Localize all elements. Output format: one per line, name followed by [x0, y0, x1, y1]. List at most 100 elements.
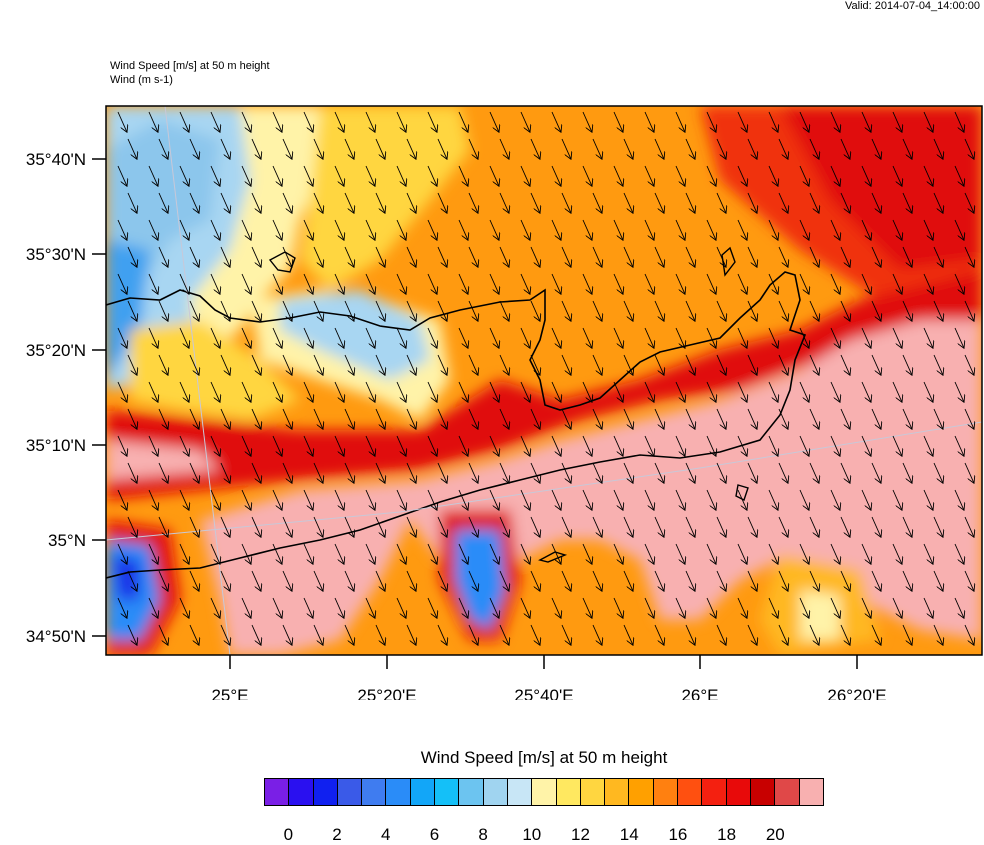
wind-arrow — [241, 273, 251, 294]
wind-arrow — [830, 381, 840, 402]
wind-arrow — [272, 111, 282, 132]
lat-label: 35°20'N — [26, 341, 86, 360]
wind-arrow — [282, 516, 292, 537]
wind-arrow — [737, 219, 747, 240]
wind-arrow — [406, 624, 416, 645]
wind-arrow — [189, 462, 199, 483]
wind-arrow — [737, 111, 747, 132]
wind-arrow — [902, 462, 912, 483]
wind-arrow — [489, 597, 499, 618]
wind-arrow — [737, 327, 747, 348]
wind-arrow — [654, 516, 664, 537]
lat-label: 35°30'N — [26, 245, 86, 264]
wind-arrow — [871, 462, 881, 483]
wind-arrow — [334, 381, 344, 402]
wind-arrow — [437, 138, 447, 159]
wind-arrow — [809, 300, 819, 321]
wind-arrow — [272, 219, 282, 240]
wind-arrow — [117, 381, 127, 402]
colorbar-swatch — [775, 779, 800, 805]
wind-arrow — [778, 354, 788, 375]
wind-arrow — [840, 354, 850, 375]
wind-arrow — [830, 327, 840, 348]
wind-arrow — [964, 570, 974, 591]
wind-arrow — [334, 273, 344, 294]
wind-arrow — [861, 381, 871, 402]
wind-arrow — [685, 192, 695, 213]
wind-arrow — [127, 192, 137, 213]
wind-arrow — [344, 300, 354, 321]
wind-arrow — [251, 408, 261, 429]
wind-arrow — [313, 138, 323, 159]
wind-arrow — [964, 624, 974, 645]
colorbar-tick-label: 16 — [668, 825, 688, 844]
wind-arrow — [551, 543, 561, 564]
wind-arrow — [551, 111, 561, 132]
wind-arrow — [313, 516, 323, 537]
wind-arrow — [468, 624, 478, 645]
lat-label: 35°10'N — [26, 436, 86, 455]
wind-arrow — [892, 597, 902, 618]
wind-arrow — [830, 111, 840, 132]
wind-arrow — [437, 624, 447, 645]
wind-arrow — [830, 219, 840, 240]
wind-arrow — [375, 300, 385, 321]
wind-arrow — [840, 516, 850, 537]
wind-arrow — [437, 462, 447, 483]
wind-arrow — [251, 354, 261, 375]
wind-arrow — [685, 570, 695, 591]
wind-arrow — [644, 165, 654, 186]
wind-arrow — [592, 300, 602, 321]
wind-arrow — [179, 273, 189, 294]
wind-arrow — [468, 570, 478, 591]
wind-arrow — [365, 165, 375, 186]
wind-arrow — [158, 354, 168, 375]
colorbar-swatch — [605, 779, 630, 805]
wind-arrow — [427, 435, 437, 456]
wind-arrow — [737, 597, 747, 618]
wind-arrow — [220, 462, 230, 483]
wind-arrow — [489, 543, 499, 564]
wind-arrow — [830, 597, 840, 618]
wind-arrow — [551, 597, 561, 618]
wind-arrow — [706, 489, 716, 510]
wind-arrow — [148, 381, 158, 402]
wind-arrow — [799, 435, 809, 456]
wind-arrow — [623, 408, 633, 429]
colorbar-swatch — [726, 779, 751, 805]
wind-arrow — [210, 327, 220, 348]
wind-arrow — [964, 462, 974, 483]
wind-arrow — [830, 489, 840, 510]
wind-arrow — [127, 138, 137, 159]
valid-time: Valid: 2014-07-04_14:00:00 — [845, 0, 980, 12]
wind-arrow — [437, 246, 447, 267]
wind-arrow — [117, 273, 127, 294]
wind-arrow — [406, 354, 416, 375]
wind-arrow — [179, 435, 189, 456]
wind-arrow — [148, 543, 158, 564]
wind-arrow — [675, 381, 685, 402]
wind-arrow — [530, 624, 540, 645]
wind-arrow — [520, 219, 530, 240]
wind-arrow — [902, 192, 912, 213]
wind-arrow — [499, 192, 509, 213]
wind-arrow — [778, 408, 788, 429]
wind-arrow — [303, 381, 313, 402]
wind-arrow — [158, 138, 168, 159]
wind-arrow — [530, 570, 540, 591]
wind-arrow — [675, 597, 685, 618]
wind-arrow — [706, 597, 716, 618]
wind-arrow — [117, 165, 127, 186]
wind-arrow — [272, 597, 282, 618]
wind-arrow — [406, 192, 416, 213]
wind-arrow — [768, 381, 778, 402]
wind-arrow — [902, 246, 912, 267]
wind-arrow — [251, 192, 261, 213]
wind-arrow — [396, 219, 406, 240]
wind-arrow — [654, 192, 664, 213]
wind-arrow — [923, 543, 933, 564]
wind-arrow — [623, 624, 633, 645]
wind-arrow — [520, 111, 530, 132]
wind-arrow — [871, 408, 881, 429]
wind-arrow — [189, 300, 199, 321]
